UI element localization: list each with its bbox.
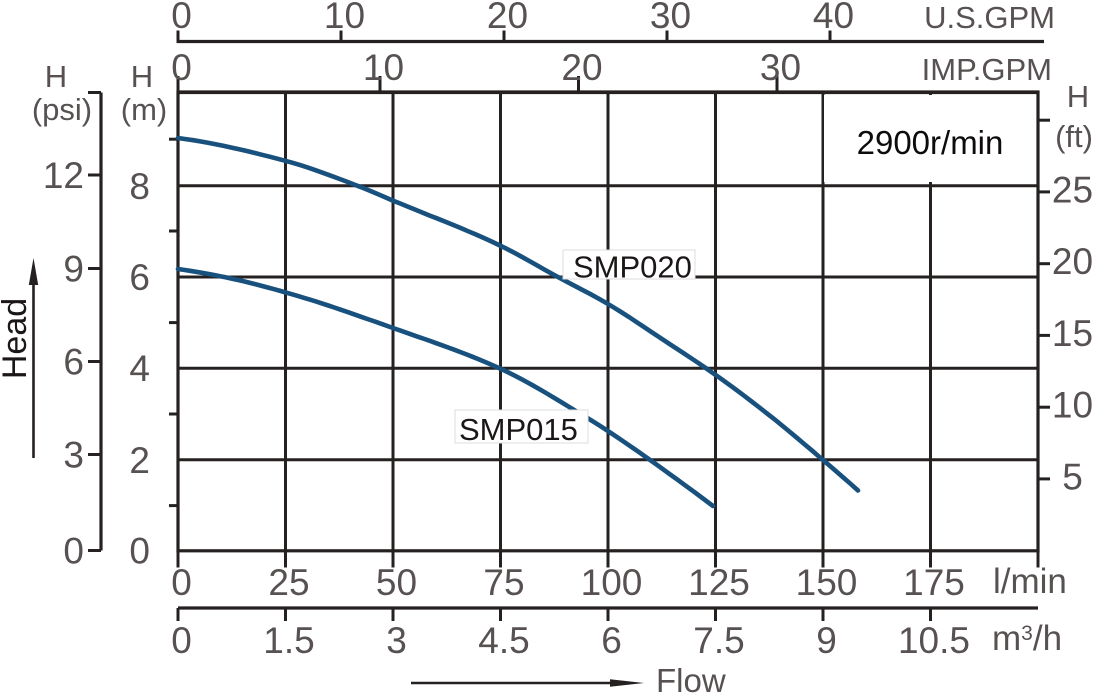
svg-text:m3/h: m3/h: [992, 619, 1062, 658]
svg-text:l/min: l/min: [993, 562, 1067, 601]
svg-text:20: 20: [561, 47, 602, 88]
svg-text:100: 100: [581, 562, 643, 603]
svg-text:4.5: 4.5: [478, 620, 529, 661]
svg-text:30: 30: [650, 0, 691, 36]
svg-text:150: 150: [796, 562, 858, 603]
svg-text:175: 175: [903, 562, 965, 603]
svg-text:0: 0: [129, 531, 150, 572]
svg-text:20: 20: [1052, 241, 1093, 282]
svg-text:6: 6: [63, 342, 84, 383]
svg-text:(psi): (psi): [32, 92, 92, 127]
svg-text:0: 0: [171, 47, 192, 88]
svg-text:125: 125: [688, 562, 750, 603]
svg-text:25: 25: [1052, 169, 1093, 210]
svg-text:0: 0: [171, 620, 192, 661]
svg-text:Head: Head: [0, 298, 34, 379]
svg-text:6: 6: [129, 257, 150, 298]
svg-text:20: 20: [487, 0, 528, 36]
svg-text:8: 8: [129, 166, 150, 207]
svg-text:4: 4: [129, 348, 150, 389]
svg-text:SMP020: SMP020: [573, 250, 692, 285]
svg-text:15: 15: [1052, 313, 1093, 354]
svg-text:5: 5: [1062, 456, 1083, 497]
svg-text:2900r/min: 2900r/min: [857, 124, 1004, 161]
svg-text:SMP015: SMP015: [459, 412, 578, 447]
svg-text:9: 9: [63, 249, 84, 290]
svg-text:10: 10: [1052, 385, 1093, 426]
svg-text:(ft): (ft): [1055, 119, 1093, 154]
svg-text:75: 75: [483, 562, 524, 603]
svg-text:0: 0: [63, 531, 84, 572]
svg-text:10.5: 10.5: [898, 620, 970, 661]
svg-text:30: 30: [760, 47, 801, 88]
svg-text:H: H: [45, 59, 67, 94]
svg-text:IMP.GPM: IMP.GPM: [922, 52, 1052, 87]
svg-text:0: 0: [171, 0, 192, 36]
svg-text:6: 6: [601, 620, 622, 661]
svg-text:0: 0: [171, 562, 192, 603]
svg-text:1.5: 1.5: [263, 620, 314, 661]
svg-text:10: 10: [363, 47, 404, 88]
svg-text:U.S.GPM: U.S.GPM: [924, 0, 1055, 35]
svg-text:2: 2: [129, 440, 150, 481]
svg-text:H: H: [131, 59, 153, 94]
svg-text:(m): (m): [121, 92, 167, 127]
svg-text:12: 12: [43, 155, 84, 196]
svg-text:3: 3: [63, 435, 84, 476]
svg-text:25: 25: [268, 562, 309, 603]
svg-text:7.5: 7.5: [693, 620, 744, 661]
svg-text:Flow: Flow: [656, 662, 726, 694]
svg-text:40: 40: [813, 0, 854, 36]
svg-text:3: 3: [386, 620, 407, 661]
svg-text:H: H: [1067, 79, 1089, 114]
svg-text:9: 9: [816, 620, 837, 661]
svg-text:50: 50: [376, 562, 417, 603]
svg-text:10: 10: [324, 0, 365, 36]
